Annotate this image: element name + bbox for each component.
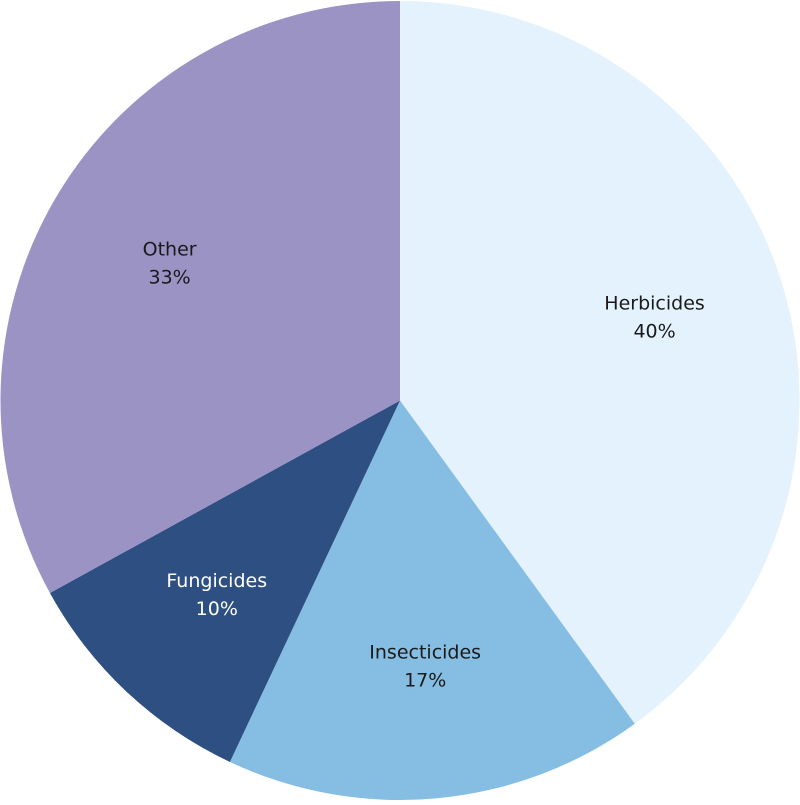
slice-label: Fungicides <box>166 570 267 592</box>
slice-label: Herbicides <box>604 292 705 314</box>
slice-label: Other <box>143 239 197 261</box>
slice-value-label: 33% <box>148 267 190 289</box>
slice-label: Insecticides <box>369 641 481 663</box>
pie-slice <box>49 400 401 762</box>
slice-value-label: 17% <box>404 669 446 691</box>
pie-slice <box>0 1 401 593</box>
slice-value-label: 40% <box>633 320 675 342</box>
pie-slice <box>229 400 635 800</box>
slice-value-label: 10% <box>196 598 238 620</box>
pie-slice <box>400 1 800 724</box>
